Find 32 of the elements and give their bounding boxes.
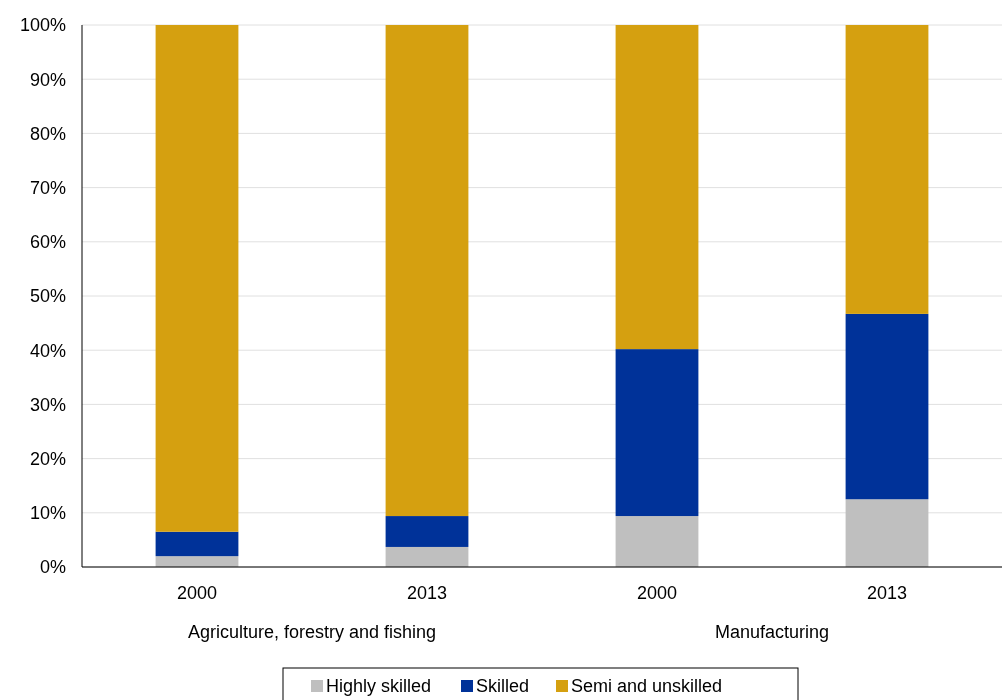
- bar: [615, 25, 699, 350]
- y-tick-label: 70%: [29, 177, 66, 198]
- y-tick-label: 60%: [29, 232, 66, 253]
- legend-label: Semi and unskilled: [571, 676, 723, 697]
- y-tick-label: 90%: [29, 69, 66, 90]
- y-tick-label: 0%: [39, 557, 66, 578]
- bar: [615, 349, 699, 517]
- text: Agriculture, forestry and fishing: [187, 622, 437, 642]
- x-tick-label: 2013: [406, 583, 448, 603]
- x-tick-label: 2000: [176, 583, 218, 603]
- bar: [385, 516, 469, 547]
- y-tick-label: 50%: [29, 286, 66, 307]
- text: Manufacturing: [714, 622, 830, 642]
- bar: [155, 25, 239, 532]
- y-tick-label: 100%: [19, 15, 66, 36]
- bar: [615, 516, 699, 567]
- y-tick-label: 10%: [29, 503, 66, 524]
- x-tick-label: 2000: [636, 583, 678, 603]
- y-tick-label: 20%: [29, 448, 66, 469]
- bar: [385, 25, 469, 517]
- bar: [155, 531, 239, 557]
- bar: [155, 556, 239, 567]
- bar: [845, 25, 929, 314]
- x-tick-label: 2013: [866, 583, 908, 603]
- y-tick-label: 40%: [29, 340, 66, 361]
- legend-label: Highly skilled: [326, 676, 432, 697]
- legend-label: Skilled: [476, 676, 530, 697]
- bar: [845, 313, 929, 500]
- bar: [845, 499, 929, 567]
- y-tick-label: 30%: [29, 394, 66, 415]
- bar: [385, 546, 469, 567]
- y-tick-label: 80%: [29, 123, 66, 144]
